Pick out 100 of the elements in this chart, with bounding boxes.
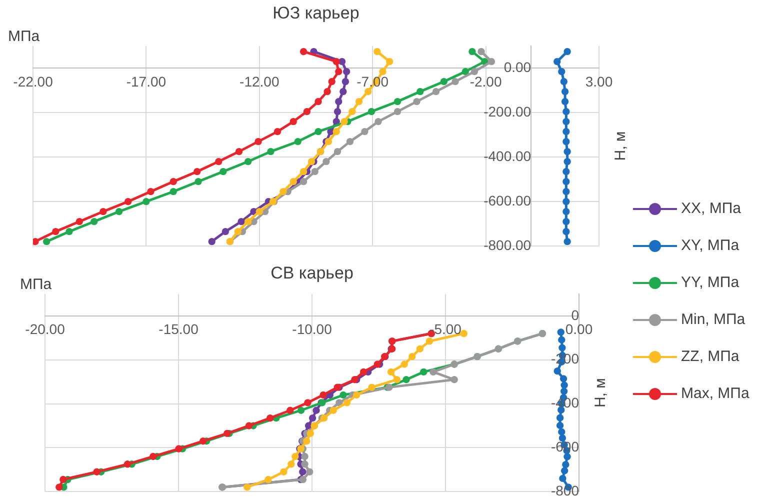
point — [324, 88, 331, 96]
point — [374, 118, 382, 126]
x-tick-label: -12.00 — [240, 73, 280, 90]
point — [557, 328, 564, 336]
point — [244, 484, 251, 491]
point — [452, 78, 459, 86]
point — [416, 345, 424, 352]
point — [175, 445, 182, 452]
point — [244, 158, 252, 166]
point — [304, 399, 312, 406]
point — [426, 338, 434, 345]
point — [386, 58, 394, 66]
point — [558, 344, 566, 352]
point — [194, 168, 201, 176]
point — [408, 352, 416, 360]
point — [280, 468, 288, 476]
point — [314, 98, 322, 106]
point — [288, 460, 295, 468]
x-tick-label: 0.00 — [565, 321, 593, 338]
point — [297, 406, 305, 414]
x-tick-label: -5.00 — [430, 321, 462, 338]
point — [560, 78, 568, 86]
x-axis-title: МПа — [8, 28, 40, 46]
point — [199, 438, 207, 445]
point — [222, 228, 230, 236]
point — [400, 360, 408, 368]
point — [115, 208, 123, 216]
point — [564, 48, 571, 56]
legend-label: XX, МПа — [681, 200, 741, 217]
point — [562, 168, 570, 176]
y-tick-label: -200.00 — [484, 104, 532, 120]
point — [301, 460, 308, 468]
point — [361, 128, 368, 136]
point — [303, 108, 311, 116]
point — [460, 330, 468, 338]
point — [468, 48, 476, 56]
point — [170, 178, 177, 186]
y-axis-title: H, м — [592, 378, 610, 408]
point — [170, 188, 177, 196]
point — [562, 228, 570, 236]
point — [124, 460, 132, 468]
point — [393, 376, 401, 384]
point — [387, 368, 395, 376]
x-tick-label: -15.00 — [158, 321, 199, 338]
point — [220, 168, 227, 176]
point — [462, 68, 470, 76]
point — [60, 476, 67, 484]
point — [440, 78, 448, 86]
legend-label: YY, МПа — [681, 274, 740, 291]
point — [235, 148, 243, 156]
point — [311, 168, 318, 176]
point — [334, 148, 342, 156]
point — [342, 68, 350, 76]
point — [312, 406, 320, 414]
x-tick-label: -10.00 — [292, 321, 332, 338]
point — [374, 48, 381, 56]
point — [562, 460, 570, 468]
point — [254, 138, 262, 146]
point — [280, 188, 287, 196]
point — [562, 118, 570, 126]
point — [562, 178, 570, 186]
point — [300, 168, 308, 176]
point — [294, 138, 302, 146]
point — [416, 88, 424, 96]
point — [559, 474, 566, 482]
point — [322, 158, 330, 166]
point — [343, 399, 351, 406]
point — [292, 452, 299, 460]
legend-label: ZZ, МПа — [681, 348, 740, 365]
point — [558, 428, 566, 436]
point — [208, 238, 216, 246]
point — [308, 414, 316, 422]
point — [314, 128, 322, 136]
point — [394, 98, 402, 106]
y-axis-title: H, м — [612, 131, 630, 161]
point — [562, 128, 570, 136]
point — [300, 178, 308, 186]
point — [147, 188, 154, 196]
point — [340, 88, 347, 96]
point — [194, 178, 202, 186]
x-axis-title: МПа — [20, 276, 52, 294]
point — [562, 208, 570, 216]
point — [420, 368, 428, 376]
point — [564, 453, 571, 460]
point — [215, 158, 222, 166]
point — [334, 108, 342, 116]
chart-title: ЮЗ карьер — [272, 4, 360, 23]
x-tick-label: -22.00 — [13, 73, 54, 90]
point — [234, 228, 242, 236]
point — [244, 218, 252, 226]
point — [290, 178, 297, 186]
point — [561, 88, 569, 96]
point — [348, 108, 356, 116]
point — [66, 228, 73, 236]
point — [324, 138, 332, 146]
point — [355, 98, 363, 106]
point — [560, 467, 568, 474]
point — [368, 108, 376, 116]
point — [335, 68, 342, 76]
y-tick-label: -400.00 — [484, 148, 532, 164]
